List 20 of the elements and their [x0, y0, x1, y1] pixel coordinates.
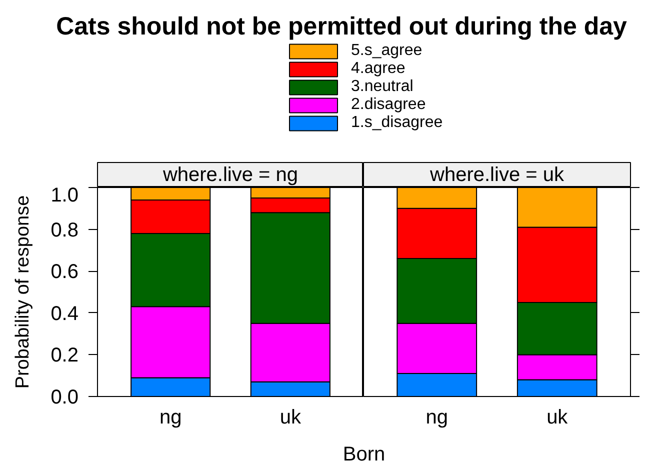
chart-subtitle: where.live = uk: [429, 164, 565, 186]
y-axis-title: Probability of response: [12, 195, 34, 389]
x-tick-label: uk: [546, 406, 569, 428]
chart-subtitle: where.live = ng: [162, 164, 298, 186]
y-tick-label: 0.6: [50, 261, 79, 284]
y-tick-label: 0.2: [50, 344, 79, 367]
x-tick-label: ng: [426, 406, 448, 428]
chart-title: Cats should not be permitted out during the day: [56, 12, 628, 40]
x-tick-label: uk: [280, 406, 302, 428]
legend-label: 1.s_disagree: [351, 114, 443, 132]
y-tick-label: 0.8: [50, 219, 79, 242]
legend-label: 4.agree: [351, 60, 406, 78]
x-axis-title: Born: [342, 444, 386, 464]
legend-label: 2.disagree: [351, 96, 426, 114]
legend-label: 5.s_agree: [351, 42, 422, 60]
y-tick-label: 0.0: [50, 386, 79, 408]
legend-label: 3.neutral: [351, 78, 414, 96]
y-tick-label: 0.4: [50, 302, 79, 325]
y-tick-label: 1.0: [50, 184, 79, 206]
x-tick-label: ng: [159, 406, 182, 428]
